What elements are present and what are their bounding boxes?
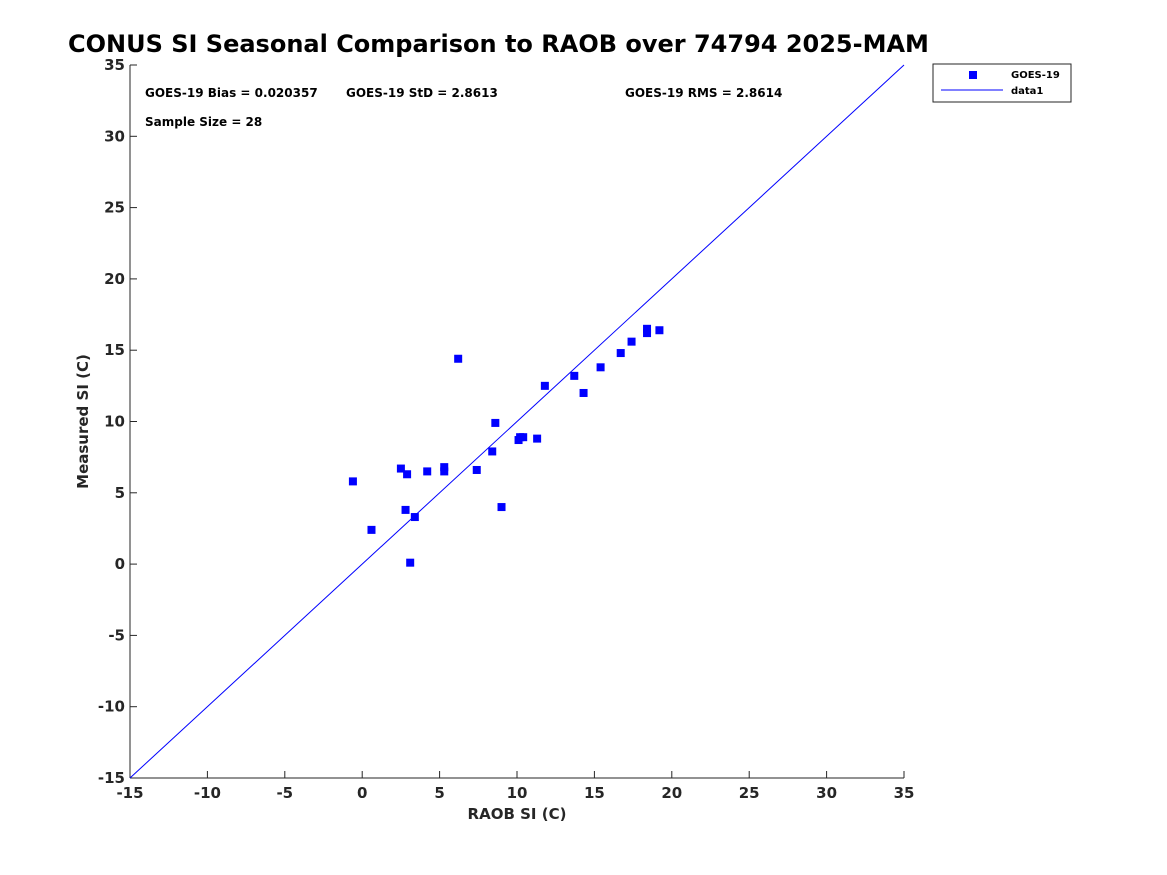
x-tick-label-4: 5 xyxy=(434,784,444,802)
x-tick-label-0: -15 xyxy=(116,784,143,802)
series-line-data1 xyxy=(129,64,905,779)
x-tick-label-10: 35 xyxy=(894,784,915,802)
chart-title: CONUS SI Seasonal Comparison to RAOB ove… xyxy=(68,30,929,58)
y-tick-label-5: 10 xyxy=(104,413,125,431)
data-point-1 xyxy=(367,525,376,534)
y-tick-label-8: 25 xyxy=(104,199,125,217)
data-point-7 xyxy=(423,467,432,476)
data-point-10 xyxy=(454,354,463,363)
y-tick-label-0: -15 xyxy=(98,769,125,787)
data-point-9 xyxy=(440,463,449,472)
legend-box xyxy=(932,63,1072,103)
data-point-5 xyxy=(406,558,415,567)
data-point-3 xyxy=(401,505,410,514)
data-point-27 xyxy=(655,326,664,335)
y-tick-label-2: -5 xyxy=(108,626,125,644)
legend-label-goes19: GOES-19 xyxy=(1011,70,1060,81)
data-point-25 xyxy=(643,329,652,338)
data-point-12 xyxy=(488,447,497,456)
data-point-19 xyxy=(540,381,549,390)
data-point-14 xyxy=(497,503,506,512)
y-tick-label-9: 30 xyxy=(104,127,125,145)
data-point-8 xyxy=(440,467,449,476)
y-tick-label-4: 5 xyxy=(115,484,125,502)
y-tick-label-6: 15 xyxy=(104,341,125,359)
data-point-17 xyxy=(519,433,528,442)
legend: GOES-19 data1 xyxy=(932,63,1072,103)
data-point-26 xyxy=(643,324,652,333)
y-tick-label-1: -10 xyxy=(98,698,125,716)
data-point-4 xyxy=(403,470,412,479)
x-tick-label-7: 20 xyxy=(661,784,682,802)
data-point-20 xyxy=(570,371,579,380)
data-point-21 xyxy=(579,388,588,397)
sample-size-annotation: Sample Size = 28 xyxy=(145,115,262,129)
x-tick-label-9: 30 xyxy=(816,784,837,802)
y-tick-label-3: 0 xyxy=(115,555,125,573)
legend-marker-goes19 xyxy=(969,71,977,79)
rms-annotation: GOES-19 RMS = 2.8614 xyxy=(625,86,782,100)
data-point-23 xyxy=(616,349,625,358)
y-tick-label-10: 35 xyxy=(104,56,125,74)
data-point-24 xyxy=(627,337,636,346)
x-tick-label-5: 10 xyxy=(507,784,528,802)
x-tick-label-3: 0 xyxy=(357,784,367,802)
std-annotation: GOES-19 StD = 2.8613 xyxy=(346,86,498,100)
data-point-6 xyxy=(410,513,419,522)
x-tick-label-2: -5 xyxy=(276,784,293,802)
x-axis-label: RAOB SI (C) xyxy=(468,805,567,823)
data-point-2 xyxy=(396,464,405,473)
x-tick-label-6: 15 xyxy=(584,784,605,802)
data-point-18 xyxy=(533,434,542,443)
x-tick-label-1: -10 xyxy=(194,784,221,802)
bias-annotation: GOES-19 Bias = 0.020357 xyxy=(145,86,318,100)
data-point-13 xyxy=(491,418,500,427)
data-point-11 xyxy=(472,465,481,474)
y-axis-label: Measured SI (C) xyxy=(74,354,92,489)
data-point-0 xyxy=(348,477,357,486)
legend-label-data1: data1 xyxy=(1011,86,1043,97)
x-tick-label-8: 25 xyxy=(739,784,760,802)
data-point-22 xyxy=(596,363,605,372)
plot-area: -15 -10 -5 0 5 10 15 20 25 30 35 -15 -10 -5 0 5 10 15 20 25… xyxy=(98,56,915,802)
y-tick-label-7: 20 xyxy=(104,270,125,288)
